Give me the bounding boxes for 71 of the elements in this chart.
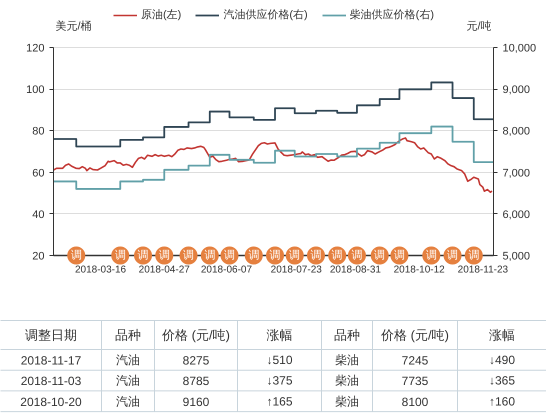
text: 柴油 — [335, 374, 359, 388]
data-label: 调 — [158, 250, 170, 262]
text: 汽油 — [116, 352, 140, 367]
x-tick-label: 2018-11-23 — [458, 264, 509, 276]
category-label: 品种 — [334, 328, 360, 342]
text: 汽油 — [116, 394, 140, 408]
text: 柴油 — [335, 394, 359, 408]
y-axis-title: 美元/桶 — [56, 20, 92, 32]
text: 7245 — [402, 353, 429, 368]
data-label: 调 — [70, 250, 82, 262]
x-tick-label: 2018-07-23 — [270, 264, 322, 276]
y2-tick-label: 8,000 — [502, 126, 530, 138]
data-label: 调 — [468, 250, 480, 262]
data-label: 调 — [138, 250, 149, 262]
line-series — [54, 137, 493, 194]
data-label: 调 — [114, 250, 126, 262]
y2-axis-title: 元/吨 — [466, 20, 492, 32]
data-label: 调 — [374, 250, 386, 262]
y-tick-label: 40 — [32, 208, 45, 221]
text: 7735 — [402, 374, 429, 388]
text: 8100 — [402, 394, 429, 409]
y-tick-label: 60 — [32, 167, 45, 180]
data-label: 调 — [310, 250, 322, 262]
data-label: 调 — [204, 250, 216, 262]
legend-label: 汽油供应价格(右) — [223, 8, 308, 22]
category-label: 品种 — [115, 328, 141, 342]
y2-tick-label: 7,000 — [502, 167, 530, 180]
data-label: 调 — [394, 250, 405, 262]
data-label: 调 — [270, 250, 281, 262]
y2-tick-label: 9,000 — [502, 84, 530, 96]
text: 2018-11-17 — [20, 353, 82, 368]
text: ↑165 — [266, 394, 293, 408]
x-tick-label: 2018-03-16 — [74, 264, 127, 276]
y-tick-label: 80 — [32, 126, 45, 138]
y-tick-label: 120 — [26, 42, 45, 54]
text: 柴油 — [335, 352, 359, 367]
data-label: 调 — [248, 250, 260, 262]
x-tick-label: 2018-08-31 — [330, 264, 382, 276]
y2-tick-label: 6,000 — [502, 208, 530, 221]
category-label: 涨幅 — [489, 328, 515, 342]
category-label: 价格 (元/吨) — [380, 328, 449, 342]
y2-tick-label: 10,000 — [502, 42, 536, 54]
x-tick-label: 2018-06-07 — [200, 264, 252, 276]
text: ↓365 — [488, 374, 516, 388]
text: 2018-10-20 — [20, 394, 82, 409]
category-label: 涨幅 — [266, 328, 292, 342]
text: ↓375 — [266, 374, 293, 388]
data-label: 调 — [426, 250, 437, 262]
text: 汽油 — [116, 374, 140, 388]
data-label: 调 — [332, 250, 343, 262]
data-label: 调 — [351, 250, 362, 262]
text: ↓490 — [488, 352, 516, 367]
text: 8785 — [182, 374, 210, 388]
legend-label: 原油(左) — [141, 8, 182, 22]
text: ↑160 — [488, 394, 516, 408]
category-label: 价格 (元/吨) — [161, 328, 230, 342]
y-tick-label: 100 — [26, 84, 45, 96]
category-label: 调整日期 — [25, 328, 77, 342]
y-tick-label: 20 — [32, 250, 45, 262]
data-label: 调 — [183, 250, 194, 262]
text: ↓510 — [266, 352, 293, 367]
data-label: 调 — [224, 250, 235, 262]
text: 8275 — [182, 353, 210, 368]
x-tick-label: 2018-04-27 — [138, 264, 190, 276]
x-tick-label: 2018-10-12 — [394, 264, 446, 276]
text: 9160 — [182, 394, 210, 409]
data-label: 调 — [447, 250, 458, 262]
text: 2018-11-03 — [20, 374, 82, 388]
legend-label: 柴油供应价格(右) — [350, 8, 434, 22]
data-label: 调 — [289, 250, 300, 262]
y2-tick-label: 5,000 — [502, 250, 530, 262]
